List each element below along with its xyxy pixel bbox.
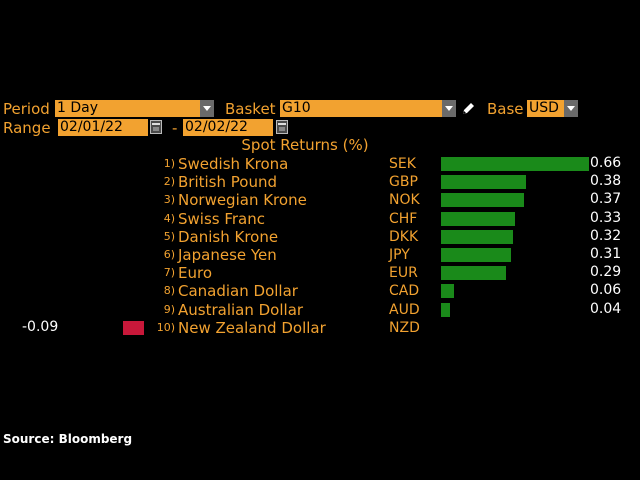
currency-name[interactable]: Euro — [178, 264, 212, 283]
currency-name[interactable]: Swedish Krona — [178, 155, 289, 173]
currency-name[interactable]: Australian Dollar — [178, 300, 304, 319]
data-label: 0.32 — [590, 227, 622, 244]
currency-code: AUD — [389, 301, 420, 318]
bar — [441, 211, 515, 226]
data-label: 0.33 — [590, 209, 622, 226]
bar — [441, 193, 524, 208]
currency-name[interactable]: Swiss Franc — [178, 209, 266, 228]
range-label: Range — [3, 119, 51, 137]
data-label: 0.29 — [590, 264, 622, 281]
currency-code: NOK — [389, 192, 420, 209]
bar — [441, 229, 513, 244]
rank-label: 1) — [163, 157, 175, 170]
currency-code: NZD — [389, 319, 420, 336]
currency-code: GBP — [389, 174, 418, 191]
basket-select[interactable]: G10 — [280, 100, 442, 117]
rank-label: 4) — [163, 211, 175, 225]
base-label: Base — [487, 100, 524, 118]
currency-name[interactable]: New Zealand Dollar — [178, 318, 326, 337]
bar — [441, 157, 589, 171]
edit-pencil-icon[interactable] — [460, 101, 476, 117]
base-select[interactable]: USD — [527, 100, 564, 117]
period-dropdown-arrow-icon[interactable] — [200, 100, 214, 117]
currency-code: EUR — [389, 265, 418, 282]
data-label: 0.38 — [590, 173, 622, 190]
currency-code: CAD — [389, 283, 420, 300]
currency-name[interactable]: British Pound — [178, 173, 277, 192]
currency-name[interactable]: Norwegian Krone — [178, 191, 307, 210]
currency-code: JPY — [389, 247, 410, 263]
currency-code: CHF — [389, 210, 418, 227]
chart-title: Spot Returns (%) — [241, 136, 369, 154]
range-start-calendar-icon[interactable] — [150, 120, 162, 134]
rank-label: 2) — [163, 175, 175, 189]
data-label: 0.06 — [590, 282, 622, 299]
rank-label: 9) — [163, 302, 175, 316]
range-separator: - — [172, 119, 178, 137]
data-label: 0.04 — [590, 300, 622, 317]
period-label: Period — [3, 100, 50, 118]
range-end-calendar-icon[interactable] — [276, 120, 288, 134]
data-label: 0.37 — [590, 191, 622, 208]
currency-name[interactable]: Danish Krone — [178, 227, 279, 246]
currency-code: SEK — [389, 156, 416, 172]
basket-label: Basket — [225, 100, 276, 118]
bar — [441, 284, 455, 299]
data-label: 0.31 — [590, 246, 622, 262]
rank-label: 7) — [163, 266, 175, 280]
bar — [441, 175, 527, 190]
rank-label: 5) — [163, 229, 175, 243]
base-dropdown-arrow-icon[interactable] — [564, 100, 578, 117]
bar — [441, 302, 450, 317]
bar — [441, 248, 511, 262]
source-note: Source: Bloomberg — [3, 432, 133, 446]
basket-dropdown-arrow-icon[interactable] — [442, 100, 456, 117]
bar — [441, 266, 507, 281]
bar — [123, 320, 144, 335]
currency-name[interactable]: Japanese Yen — [178, 246, 277, 264]
period-select[interactable]: 1 Day — [55, 100, 200, 117]
rank-label: 6) — [163, 248, 175, 261]
rank-label: 10) — [156, 320, 175, 334]
data-label: 0.66 — [590, 155, 622, 171]
range-end-input[interactable]: 02/02/22 — [183, 119, 273, 136]
range-start-input[interactable]: 02/01/22 — [58, 119, 148, 136]
rank-label: 3) — [163, 193, 175, 207]
data-label: -0.09 — [22, 318, 59, 335]
currency-name[interactable]: Canadian Dollar — [178, 282, 298, 301]
rank-label: 8) — [163, 284, 175, 298]
currency-code: DKK — [389, 228, 419, 245]
